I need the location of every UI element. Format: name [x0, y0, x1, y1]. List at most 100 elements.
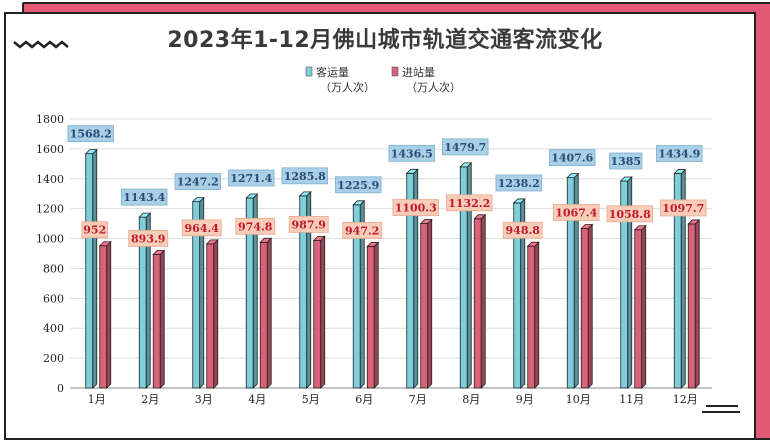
- data-label-box: [342, 222, 383, 239]
- bar-passenger-volume-top: [459, 162, 473, 168]
- data-label: 1097.7: [662, 202, 704, 215]
- bar-entry-volume-top: [526, 241, 540, 247]
- y-tick-label: 200: [43, 352, 64, 365]
- bar-passenger-volume-top: [566, 173, 580, 179]
- bar-entry-volume: [420, 223, 429, 389]
- bar-entry-volume: [527, 245, 536, 389]
- bar-entry-volume-side: [480, 213, 486, 389]
- bar-entry-volume-side: [266, 237, 272, 389]
- data-label-box: [228, 169, 275, 187]
- data-label: 1271.4: [230, 172, 272, 185]
- data-label: 1436.5: [391, 147, 433, 160]
- data-label-box: [442, 138, 489, 156]
- data-label: 1058.8: [609, 208, 651, 221]
- x-tick-label: 2月: [141, 393, 159, 406]
- y-tick-label: 800: [43, 262, 64, 275]
- data-label: 947.2: [345, 224, 379, 237]
- bar-entry-volume: [152, 254, 161, 389]
- bar-entry-volume: [313, 239, 322, 389]
- data-label: 952: [83, 224, 106, 237]
- data-label-box: [446, 194, 493, 212]
- y-tick-label: 0: [57, 382, 64, 395]
- zigzag-decoration-icon: [13, 40, 69, 49]
- data-label: 1568.2: [70, 128, 112, 141]
- bar-entry-volume: [473, 218, 482, 389]
- bar-entry-volume-side: [159, 249, 165, 389]
- y-tick-label: 1600: [36, 143, 64, 156]
- x-tick-label: 12月: [673, 393, 698, 406]
- data-label: 1132.2: [448, 197, 490, 210]
- data-label: 1434.9: [658, 148, 700, 161]
- data-label: 893.9: [131, 232, 165, 245]
- data-label-box: [235, 217, 276, 235]
- data-label: 974.8: [238, 220, 273, 233]
- data-label: 1385: [610, 155, 641, 168]
- bar-entry-volume-top: [687, 219, 701, 225]
- bar-entry-volume-top: [473, 214, 487, 220]
- bar-entry-volume: [206, 243, 215, 389]
- bar-entry-volume-side: [587, 223, 593, 389]
- data-label: 1238.2: [498, 177, 540, 190]
- legend-swatch: [391, 66, 399, 77]
- x-tick-label: 10月: [566, 393, 591, 406]
- bar-entry-volume-top: [98, 241, 112, 247]
- bar-entry-volume-side: [320, 235, 326, 389]
- bar-entry-volume-side: [427, 218, 433, 389]
- data-label: 1247.2: [177, 176, 219, 189]
- y-tick-label: 1200: [36, 203, 64, 216]
- data-label: 1143.4: [123, 191, 165, 204]
- bar-entry-volume-side: [694, 218, 700, 389]
- x-tick-label: 4月: [248, 393, 266, 406]
- bar-entry-volume: [99, 245, 108, 389]
- bar-passenger-volume-top: [84, 149, 98, 155]
- data-label-box: [549, 149, 596, 167]
- data-label: 948.8: [506, 224, 541, 237]
- data-label: 964.4: [185, 222, 220, 235]
- y-tick-label: 1800: [36, 113, 64, 126]
- data-label-box: [181, 219, 222, 237]
- x-tick-label: 9月: [516, 393, 534, 406]
- bar-passenger-volume-top: [352, 200, 366, 206]
- data-label: 1407.6: [551, 152, 593, 165]
- bar-entry-volume-top: [259, 237, 273, 243]
- bar-passenger-volume-top: [619, 176, 633, 182]
- data-label-box: [392, 199, 439, 216]
- x-tick-label: 11月: [619, 393, 644, 406]
- bar-entry-volume-top: [312, 235, 326, 241]
- x-tick-label: 7月: [409, 393, 427, 406]
- bar-entry-volume: [259, 241, 268, 389]
- bar-entry-volume-side: [373, 241, 379, 389]
- corner-lines-decoration-icon: [702, 405, 740, 413]
- data-label-box: [288, 215, 329, 233]
- data-label-box: [67, 125, 114, 143]
- bar-entry-volume-top: [152, 250, 166, 255]
- chart-title: 2023年1-12月佛山城市轨道交通客流变化: [167, 28, 603, 53]
- bar-passenger-volume-top: [245, 193, 259, 199]
- legend-label: 进站量: [402, 65, 435, 79]
- data-label: 987.9: [292, 218, 326, 231]
- data-label: 1285.8: [284, 170, 326, 183]
- bar-entry-volume: [634, 229, 643, 389]
- y-tick-label: 1400: [36, 173, 64, 186]
- bar-entry-volume-top: [205, 239, 219, 245]
- legend-label: 客运量: [316, 65, 349, 79]
- data-label: 1225.9: [337, 179, 379, 192]
- bar-entry-volume-side: [534, 241, 540, 389]
- x-tick-label: 8月: [462, 393, 480, 406]
- bar-passenger-volume: [85, 153, 94, 389]
- bar-passenger-volume-top: [298, 191, 312, 197]
- data-label: 1067.4: [555, 206, 597, 219]
- bar-entry-volume-side: [641, 224, 647, 389]
- y-tick-label: 600: [43, 292, 64, 305]
- data-label-box: [281, 167, 328, 185]
- bar-entry-volume-top: [633, 225, 647, 231]
- bar-entry-volume: [580, 228, 589, 389]
- data-label-box: [609, 152, 643, 170]
- bar-passenger-volume-top: [512, 198, 526, 204]
- data-label-box: [656, 145, 703, 162]
- bar-entry-volume-top: [580, 224, 594, 229]
- data-label-box: [553, 204, 600, 221]
- data-label-box: [606, 205, 653, 223]
- data-label-box: [121, 188, 168, 206]
